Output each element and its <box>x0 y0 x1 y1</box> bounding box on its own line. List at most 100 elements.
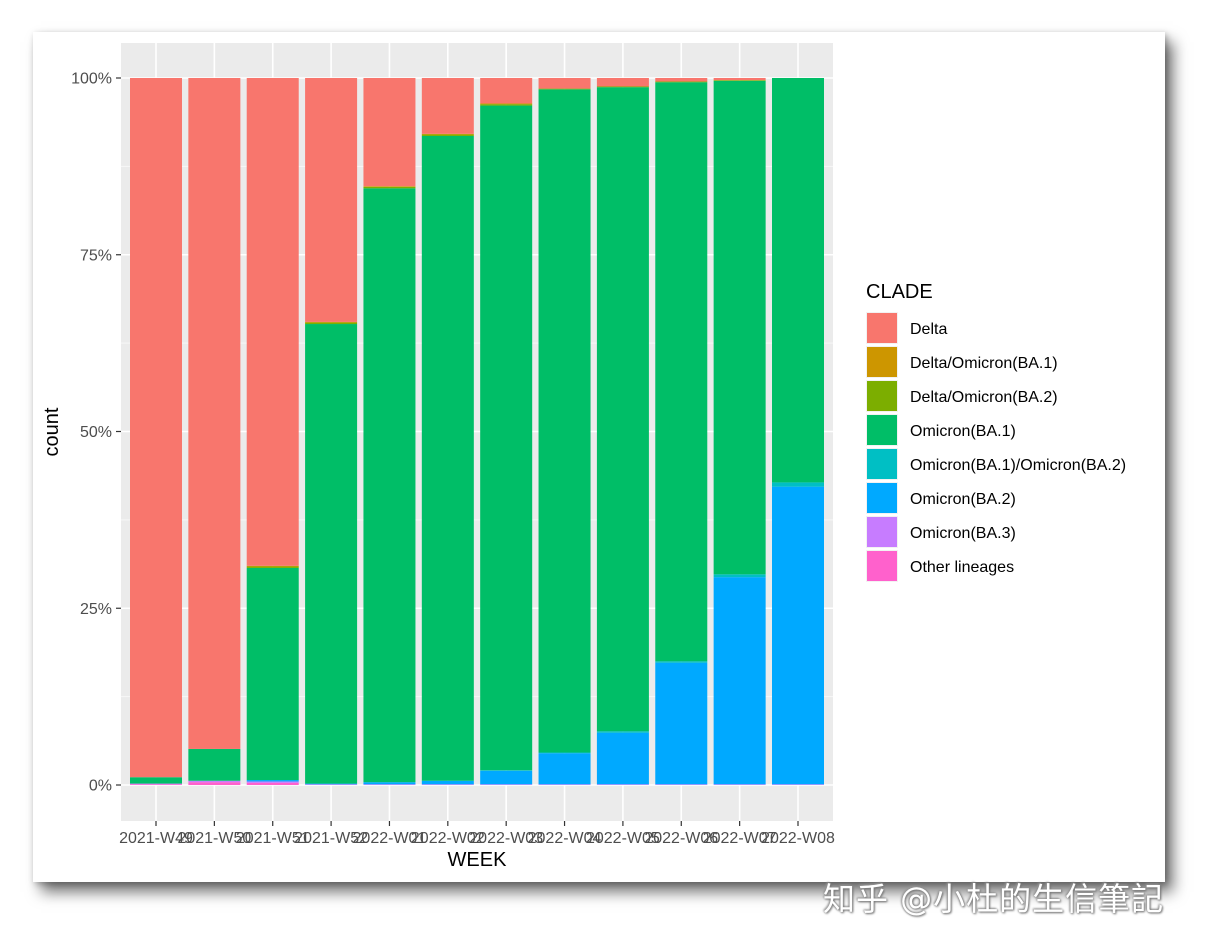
bar-segment <box>772 784 824 785</box>
y-tick-label: 25% <box>80 601 112 618</box>
bar-segment <box>596 86 649 88</box>
bar-segment <box>363 186 416 189</box>
x-tick-label: 2021-W49 <box>119 830 193 847</box>
bar-segment <box>421 784 474 785</box>
bar-segment <box>596 78 649 87</box>
bar-segment <box>421 133 474 135</box>
x-tick-label: 2022-W03 <box>469 830 543 847</box>
bar-segment <box>480 78 533 104</box>
bar-segment <box>713 78 766 81</box>
bar-segment <box>772 482 824 487</box>
bars <box>130 78 824 785</box>
bar-segment <box>188 782 241 785</box>
bar-segment <box>538 753 591 785</box>
x-tick-label: 2022-W08 <box>761 830 835 847</box>
x-tick-label: 2021-W52 <box>294 830 368 847</box>
bar-segment <box>713 574 766 578</box>
legend-swatch <box>867 449 897 479</box>
bar-segment <box>655 662 708 785</box>
bar-segment <box>246 565 299 567</box>
axes: 0%25%50%75%100%2021-W492021-W502021-W512… <box>71 71 835 848</box>
legend-label: Omicron(BA.1) <box>910 423 1016 440</box>
bar-segment <box>130 784 182 785</box>
legend-swatch <box>867 415 897 445</box>
x-tick-label: 2021-W51 <box>236 830 310 847</box>
bar-segment <box>363 188 416 783</box>
x-tick-label: 2022-W02 <box>411 830 485 847</box>
bar-segment <box>538 752 591 754</box>
bar-segment <box>655 661 708 663</box>
bar-segment <box>480 770 533 785</box>
bar-segment <box>538 88 591 90</box>
legend-swatch <box>867 551 897 581</box>
bar-segment <box>596 731 649 733</box>
legend-label: Omicron(BA.1)/Omicron(BA.2) <box>910 457 1126 474</box>
bar-segment <box>713 80 766 81</box>
bar-segment <box>305 783 358 785</box>
bar-segment <box>772 78 824 483</box>
legend-swatch <box>867 313 897 343</box>
bar-segment <box>421 135 474 781</box>
bar-segment <box>363 784 416 785</box>
bar-segment <box>305 78 358 322</box>
bar-segment <box>713 80 766 575</box>
bar-segment <box>305 322 358 325</box>
bar-segment <box>421 78 474 134</box>
bar-segment <box>655 78 708 82</box>
bar-segment <box>246 78 299 566</box>
legend-label: Delta/Omicron(BA.1) <box>910 355 1058 372</box>
bar-segment <box>246 780 299 782</box>
x-tick-label: 2022-W01 <box>353 830 427 847</box>
y-axis-title: count <box>41 407 63 456</box>
bar-segment <box>188 748 241 781</box>
legend-label: Delta/Omicron(BA.2) <box>910 389 1058 406</box>
y-tick-label: 50% <box>80 424 112 441</box>
bar-segment <box>772 486 824 785</box>
bar-segment <box>363 186 416 187</box>
y-tick-label: 0% <box>89 778 112 795</box>
x-tick-label: 2022-W05 <box>586 830 660 847</box>
bar-segment <box>480 103 533 105</box>
bar-segment <box>538 78 591 89</box>
bar-segment <box>713 577 766 785</box>
bar-segment <box>596 732 649 785</box>
bar-segment <box>130 78 182 778</box>
bar-segment <box>305 784 358 785</box>
bar-segment <box>246 566 299 568</box>
x-axis-title: WEEK <box>448 849 508 871</box>
bar-segment <box>596 784 649 785</box>
bar-segment <box>655 784 708 785</box>
legend-swatch <box>867 381 897 411</box>
bar-segment <box>363 78 416 187</box>
bar-segment <box>480 104 533 106</box>
bar-segment <box>538 784 591 785</box>
bar-segment <box>188 78 241 749</box>
legend-title: CLADE <box>866 281 933 303</box>
legend-label: Delta <box>910 321 947 338</box>
legend: CLADE Delta Delta/Omicron(BA.1) Delta/Omic… <box>866 281 1126 582</box>
bar-segment <box>538 89 591 753</box>
bar-segment <box>655 81 708 83</box>
bar-segment <box>713 784 766 785</box>
bar-segment <box>130 777 182 784</box>
bar-segment <box>480 105 533 771</box>
bar-segment <box>480 784 533 785</box>
legend-label: Omicron(BA.3) <box>910 525 1016 542</box>
bar-segment <box>246 782 299 785</box>
bar-segment <box>655 82 708 662</box>
x-tick-label: 2022-W04 <box>528 830 602 847</box>
legend-swatch <box>867 517 897 547</box>
bar-segment <box>246 781 299 783</box>
bar-segment <box>188 780 241 783</box>
legend-label: Omicron(BA.2) <box>910 491 1016 508</box>
legend-items: Delta Delta/Omicron(BA.1) Delta/Omicron(BA… <box>866 312 1126 582</box>
legend-swatch <box>867 347 897 377</box>
bar-segment <box>130 783 182 785</box>
y-tick-label: 100% <box>71 71 112 88</box>
watermark-text: 知乎 @小杜的生信筆記 <box>823 880 1165 918</box>
y-tick-label: 75% <box>80 247 112 264</box>
x-tick-label: 2022-W06 <box>644 830 718 847</box>
bar-segment <box>305 324 358 784</box>
x-tick-label: 2021-W50 <box>177 830 251 847</box>
